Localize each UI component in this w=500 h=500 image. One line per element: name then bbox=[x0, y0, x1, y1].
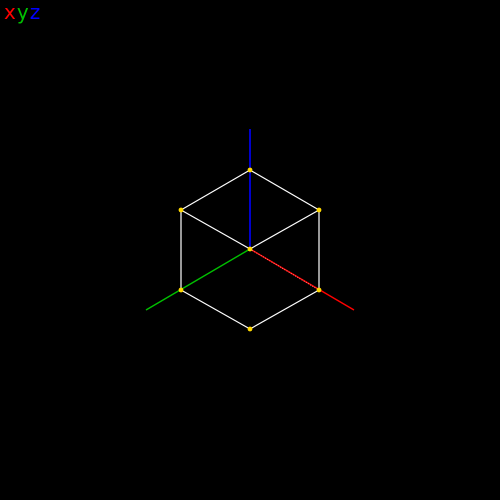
cube-edge bbox=[180, 209, 251, 250]
axis-label-x: x bbox=[4, 0, 16, 24]
cube-edge bbox=[249, 169, 320, 211]
cube-vertex[interactable] bbox=[247, 167, 253, 173]
cube-vertex[interactable] bbox=[316, 287, 322, 293]
cube-vertex[interactable] bbox=[178, 287, 184, 293]
cube-vertices bbox=[178, 167, 322, 332]
cube-edge bbox=[180, 169, 251, 211]
axis-x-inner-dots bbox=[249, 248, 320, 291]
axis-label-z: z bbox=[29, 0, 41, 24]
cube-vertex[interactable] bbox=[247, 246, 253, 252]
axis-y-line bbox=[145, 248, 251, 311]
cube-vertex[interactable] bbox=[316, 207, 322, 213]
axis-legend: xyz bbox=[4, 0, 41, 24]
cube-edge bbox=[249, 289, 320, 330]
cube-edge bbox=[180, 289, 251, 330]
axis-label-y: y bbox=[16, 0, 29, 24]
cube-edge bbox=[249, 209, 320, 250]
cube-wireframe bbox=[180, 169, 320, 330]
cube-vertex[interactable] bbox=[247, 326, 253, 332]
cube-vertex[interactable] bbox=[178, 207, 184, 213]
